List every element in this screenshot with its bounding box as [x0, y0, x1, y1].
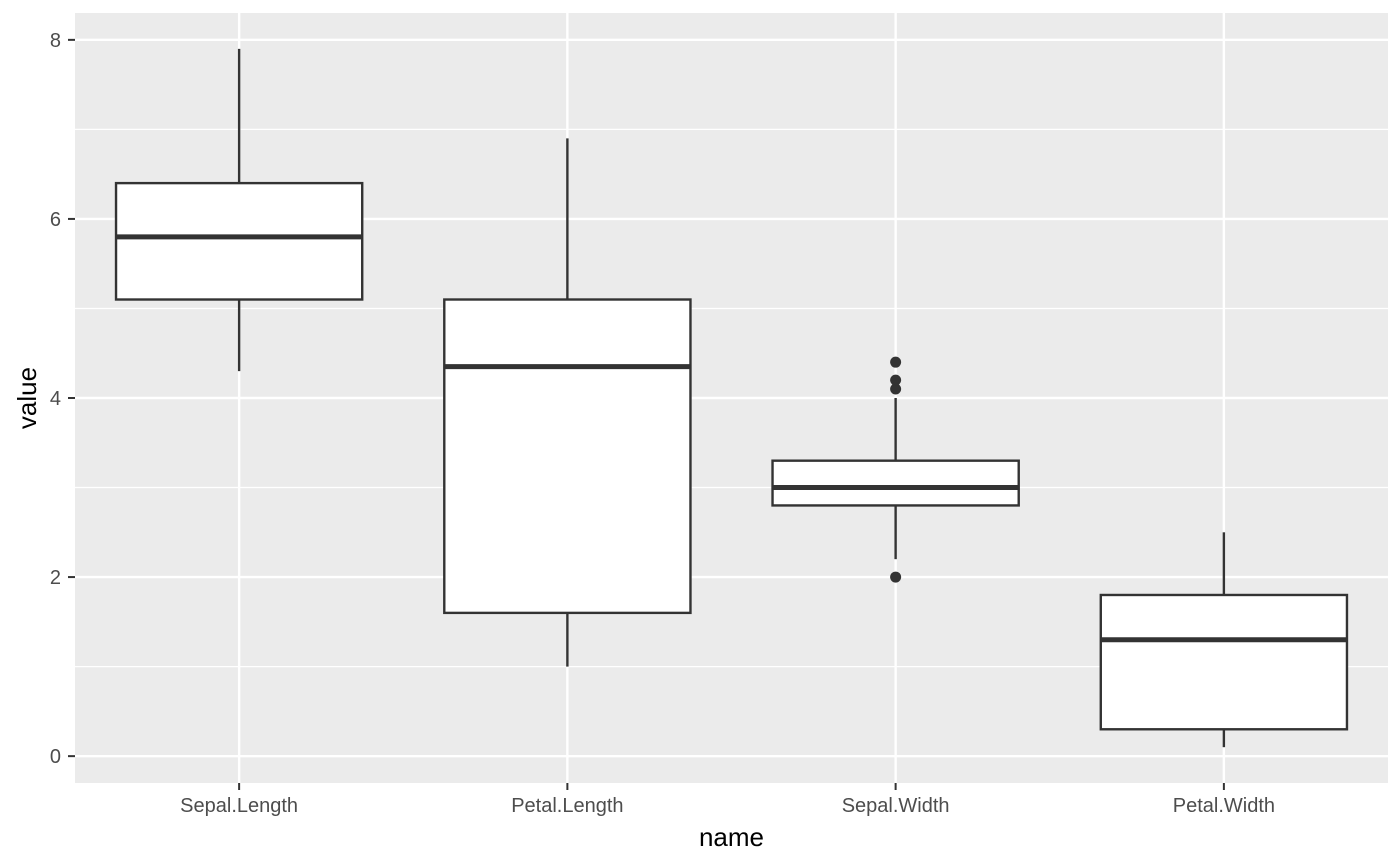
y-tick-label: 6: [50, 209, 61, 231]
axes-layer: 0 2 4 6 8 Sepal.Length Petal.Length Sepal.Width…: [50, 30, 1275, 817]
y-tick-label: 2: [50, 567, 61, 589]
box-iqr: [771, 459, 1020, 507]
box-Sepal.Width: [771, 356, 1020, 583]
box-Petal.Width: [1099, 532, 1349, 748]
outlier-point: [890, 571, 902, 583]
box-iqr: [443, 298, 692, 615]
y-tick-label: 8: [50, 30, 61, 52]
outlier-point: [890, 383, 902, 395]
box-Petal.Length: [443, 138, 692, 667]
x-tick-label: Sepal.Length: [180, 795, 298, 817]
y-tick-label: 4: [50, 388, 61, 410]
box-iqr: [114, 181, 364, 301]
box-iqr: [1099, 593, 1349, 731]
x-tick-label: Petal.Width: [1173, 795, 1275, 817]
outlier-point: [890, 374, 902, 386]
y-axis-title: value: [12, 367, 42, 429]
outlier-point: [890, 356, 902, 368]
y-tick-label: 0: [50, 746, 61, 768]
x-axis-title: name: [699, 822, 764, 852]
box-Sepal.Length: [114, 48, 364, 372]
x-tick-label: Petal.Length: [511, 795, 623, 817]
boxes-layer: [114, 48, 1349, 748]
x-tick-label: Sepal.Width: [842, 795, 950, 817]
